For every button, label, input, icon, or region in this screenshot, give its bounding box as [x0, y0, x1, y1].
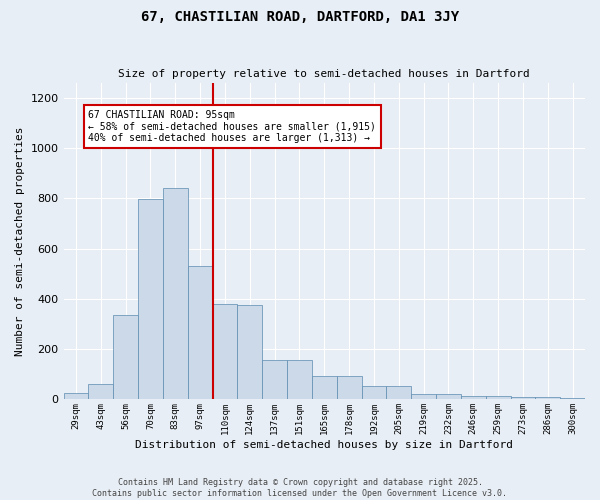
Bar: [88, 384, 113, 400]
Bar: [560, 398, 585, 400]
Bar: [287, 360, 312, 400]
Title: Size of property relative to semi-detached houses in Dartford: Size of property relative to semi-detach…: [118, 69, 530, 79]
Bar: [535, 398, 560, 400]
Bar: [511, 398, 535, 400]
Bar: [113, 315, 138, 400]
X-axis label: Distribution of semi-detached houses by size in Dartford: Distribution of semi-detached houses by …: [135, 440, 513, 450]
Bar: [362, 386, 386, 400]
Bar: [386, 386, 411, 400]
Bar: [262, 360, 287, 400]
Bar: [212, 304, 238, 400]
Bar: [337, 376, 362, 400]
Y-axis label: Number of semi-detached properties: Number of semi-detached properties: [15, 126, 25, 356]
Text: 67, CHASTILIAN ROAD, DARTFORD, DA1 3JY: 67, CHASTILIAN ROAD, DARTFORD, DA1 3JY: [141, 10, 459, 24]
Bar: [188, 266, 212, 400]
Bar: [64, 393, 88, 400]
Bar: [163, 188, 188, 400]
Bar: [411, 394, 436, 400]
Bar: [485, 396, 511, 400]
Bar: [436, 394, 461, 400]
Text: 67 CHASTILIAN ROAD: 95sqm
← 58% of semi-detached houses are smaller (1,915)
40% : 67 CHASTILIAN ROAD: 95sqm ← 58% of semi-…: [88, 110, 376, 144]
Text: Contains HM Land Registry data © Crown copyright and database right 2025.
Contai: Contains HM Land Registry data © Crown c…: [92, 478, 508, 498]
Bar: [238, 305, 262, 400]
Bar: [138, 200, 163, 400]
Bar: [461, 396, 485, 400]
Bar: [312, 376, 337, 400]
